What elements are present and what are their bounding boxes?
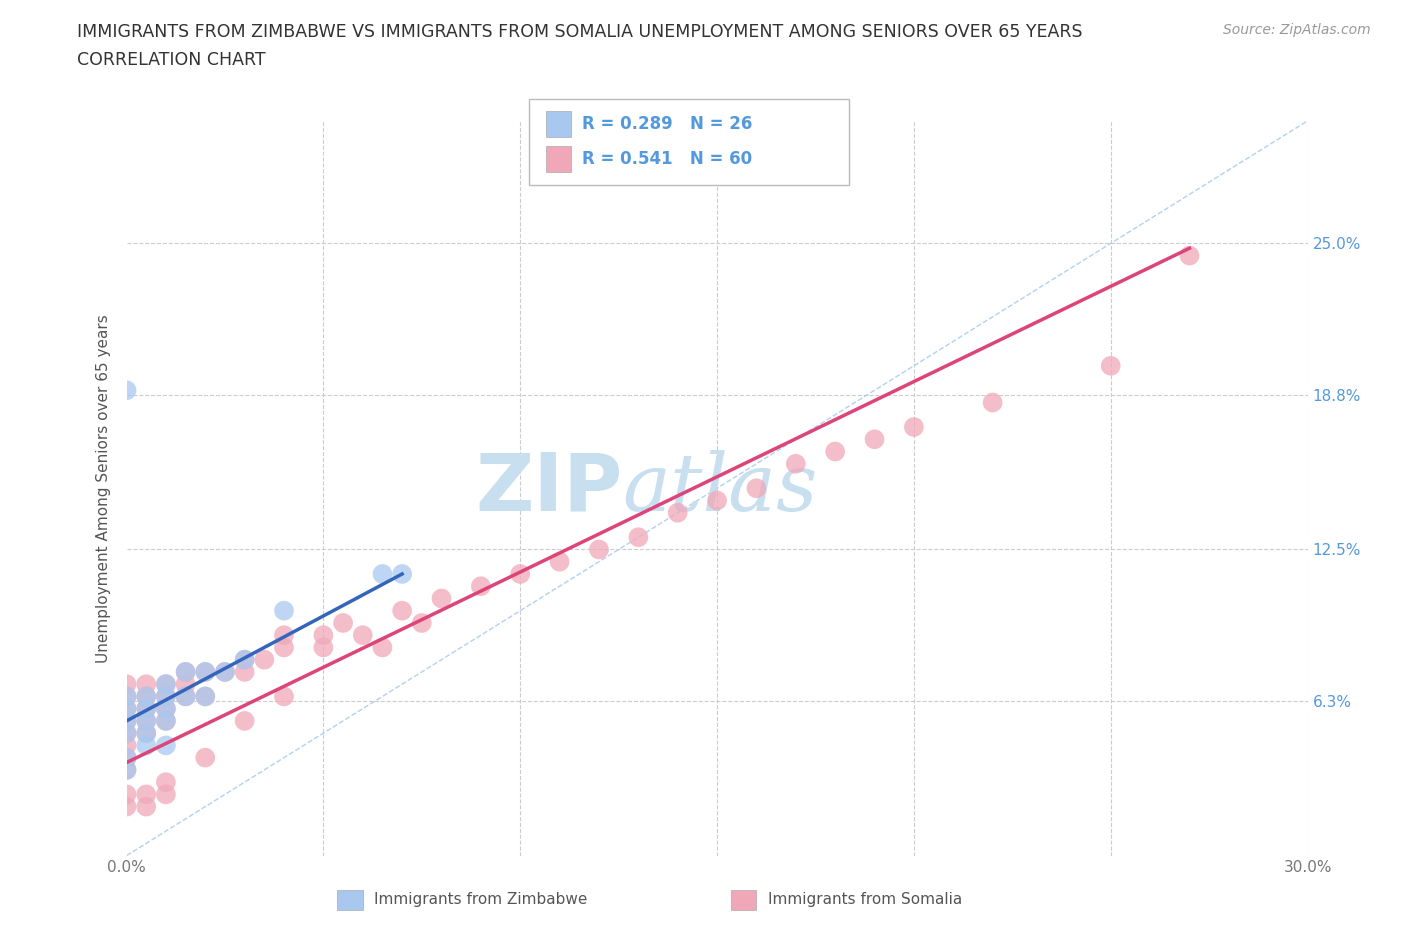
Point <box>135 799 157 814</box>
Point <box>115 689 138 704</box>
Point <box>194 751 217 765</box>
Point <box>214 664 236 679</box>
Point <box>470 578 492 593</box>
Point <box>135 725 157 740</box>
Point <box>352 628 374 643</box>
Point <box>391 566 413 581</box>
Point <box>273 604 295 618</box>
Point <box>135 701 157 716</box>
Point <box>155 677 177 692</box>
Point <box>548 554 571 569</box>
Point <box>155 738 177 753</box>
Point <box>174 689 197 704</box>
Point <box>588 542 610 557</box>
Point <box>115 701 138 716</box>
Point <box>253 652 276 667</box>
Text: R = 0.541   N = 60: R = 0.541 N = 60 <box>582 151 752 168</box>
Text: IMMIGRANTS FROM ZIMBABWE VS IMMIGRANTS FROM SOMALIA UNEMPLOYMENT AMONG SENIORS O: IMMIGRANTS FROM ZIMBABWE VS IMMIGRANTS F… <box>77 23 1083 41</box>
Point <box>174 664 197 679</box>
Point <box>214 664 236 679</box>
Point <box>666 505 689 520</box>
Point <box>115 751 138 765</box>
Point <box>745 481 768 496</box>
Point <box>115 738 138 753</box>
Point <box>332 616 354 631</box>
Point <box>115 763 138 777</box>
Point <box>411 616 433 631</box>
Point <box>155 787 177 802</box>
Point <box>903 419 925 434</box>
Point <box>312 640 335 655</box>
Point <box>155 689 177 704</box>
Point <box>174 677 197 692</box>
Point <box>371 566 394 581</box>
Text: atlas: atlas <box>623 449 818 527</box>
Point <box>115 713 138 728</box>
Point <box>273 689 295 704</box>
Point <box>135 713 157 728</box>
Point <box>233 664 256 679</box>
Point <box>194 689 217 704</box>
Point <box>155 689 177 704</box>
Point <box>135 713 157 728</box>
Point <box>233 652 256 667</box>
Point <box>824 445 846 459</box>
Point <box>1099 358 1122 373</box>
Point <box>273 628 295 643</box>
Text: ZIP: ZIP <box>475 449 623 527</box>
Text: Immigrants from Zimbabwe: Immigrants from Zimbabwe <box>374 892 588 908</box>
Point <box>115 701 138 716</box>
Point <box>194 664 217 679</box>
Point <box>194 689 217 704</box>
Point <box>371 640 394 655</box>
Text: R = 0.289   N = 26: R = 0.289 N = 26 <box>582 115 752 133</box>
Point <box>706 493 728 508</box>
Point <box>155 713 177 728</box>
Point <box>194 664 217 679</box>
Point <box>155 713 177 728</box>
Point <box>135 689 157 704</box>
Point <box>785 457 807 472</box>
Point <box>981 395 1004 410</box>
Y-axis label: Unemployment Among Seniors over 65 years: Unemployment Among Seniors over 65 years <box>96 314 111 662</box>
Point <box>174 689 197 704</box>
Point <box>863 432 886 446</box>
Point <box>115 725 138 740</box>
Point <box>391 604 413 618</box>
Text: Immigrants from Somalia: Immigrants from Somalia <box>768 892 962 908</box>
Point <box>115 689 138 704</box>
Point <box>135 701 157 716</box>
Point <box>115 725 138 740</box>
Point <box>115 677 138 692</box>
Point <box>115 787 138 802</box>
Point <box>135 689 157 704</box>
Point <box>135 738 157 753</box>
Point <box>115 763 138 777</box>
Point <box>155 677 177 692</box>
Point <box>135 787 157 802</box>
Point <box>627 530 650 545</box>
Point <box>273 640 295 655</box>
Point <box>509 566 531 581</box>
Text: CORRELATION CHART: CORRELATION CHART <box>77 51 266 69</box>
Point <box>174 664 197 679</box>
Point <box>115 713 138 728</box>
Point <box>135 725 157 740</box>
Point <box>155 701 177 716</box>
Point <box>1178 248 1201 263</box>
Point <box>115 799 138 814</box>
Point <box>312 628 335 643</box>
Point <box>430 591 453 606</box>
Point <box>233 713 256 728</box>
Text: Source: ZipAtlas.com: Source: ZipAtlas.com <box>1223 23 1371 37</box>
Point <box>155 701 177 716</box>
Point <box>155 775 177 790</box>
Point <box>233 652 256 667</box>
Point <box>135 677 157 692</box>
Point <box>115 751 138 765</box>
Point <box>115 383 138 398</box>
